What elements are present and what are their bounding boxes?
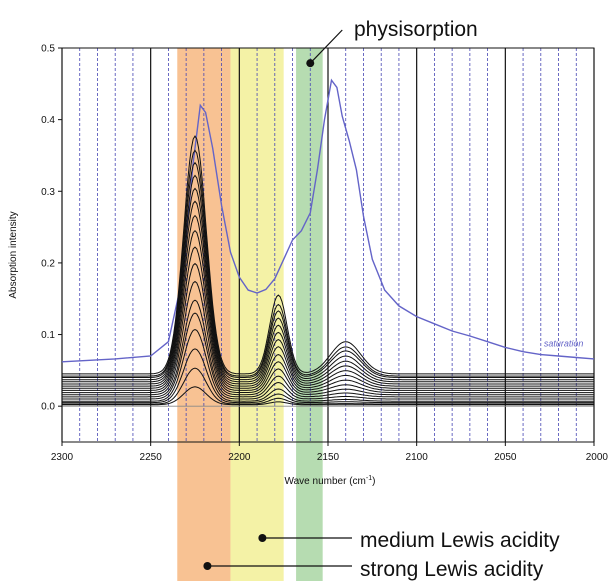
x-tick-label: 2050: [494, 452, 517, 463]
spectrum-line-1: [62, 135, 594, 375]
spectrum-line-9: [62, 246, 594, 391]
spectrum-line-11: [62, 280, 594, 396]
x-tick-label: 2250: [140, 452, 163, 463]
acidity-band-2: [296, 48, 323, 581]
x-axis-ticks: 2300 2250 2200 2150 2100 2050 2000: [51, 442, 609, 463]
acidity-bands: [177, 48, 323, 581]
y-axis-title: Absorption intensity: [8, 211, 19, 298]
x-axis-title: Wave number (cm-1): [285, 475, 376, 487]
spectrum-line-7: [62, 214, 594, 387]
medium-acidity-label: medium Lewis acidity: [360, 529, 560, 552]
chart-grid: [61, 48, 595, 442]
physisorption-leader: [309, 29, 343, 64]
x-tick-label: 2000: [586, 452, 609, 463]
y-tick-label: 0.5: [41, 44, 55, 55]
x-tick-label: 2100: [406, 452, 429, 463]
y-tick-label: 0.0: [41, 402, 55, 413]
series-saturation-line: [61, 78, 595, 363]
spectrum-line-12: [62, 299, 594, 398]
physisorption-label: physisorption: [354, 18, 478, 41]
x-axis-title-unit: -1: [366, 475, 372, 482]
spectrum-line-13: [62, 312, 594, 400]
spectrum-line-14: [62, 328, 594, 402]
spectrum-line-10: [62, 262, 594, 394]
x-axis-title-close: ): [372, 476, 375, 487]
spectrum-line-8: [62, 229, 594, 389]
y-tick-label: 0.4: [41, 115, 55, 126]
spectrum-line-6: [62, 200, 594, 385]
spectrum-line-17: [62, 386, 594, 406]
y-tick-label: 0.2: [41, 258, 55, 269]
spectrum-line-3: [62, 161, 594, 378]
spectrum-line-2: [62, 149, 594, 377]
x-axis-title-text: Wave number (cm: [285, 476, 366, 487]
y-tick-label: 0.1: [41, 330, 55, 341]
spectra: saturation: [61, 78, 595, 406]
spectrum-line-15: [62, 348, 594, 404]
x-tick-label: 2150: [317, 452, 340, 463]
spectrum-line-5: [62, 187, 594, 383]
annotations: physisorption medium Lewis acidity strong …: [203, 18, 560, 581]
y-axis-ticks: 0.0 0.1 0.2 0.3 0.4 0.5: [41, 44, 62, 413]
spectrum-line-16: [62, 367, 594, 405]
y-tick-label: 0.3: [41, 187, 55, 198]
x-tick-label: 2200: [228, 452, 251, 463]
strong-acidity-label: strong Lewis acidity: [360, 558, 544, 581]
series-label-saturation: saturation: [544, 339, 584, 349]
x-tick-label: 2300: [51, 452, 74, 463]
spectrum-line-4: [62, 174, 594, 381]
